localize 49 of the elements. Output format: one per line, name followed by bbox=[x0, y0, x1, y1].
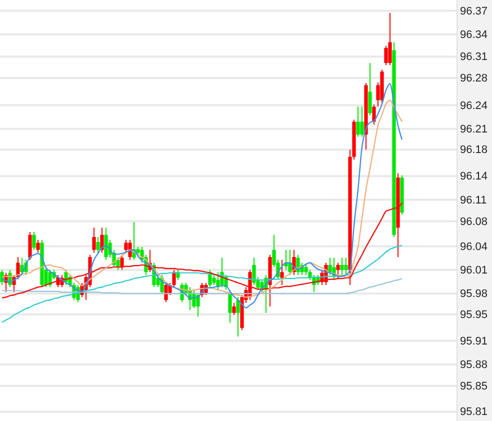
candlestick bbox=[288, 249, 292, 276]
candlestick bbox=[368, 62, 372, 116]
candlestick bbox=[28, 231, 32, 260]
y-tick-label: 95.95 bbox=[460, 308, 488, 321]
candlestick bbox=[280, 259, 284, 286]
candlestick bbox=[48, 269, 52, 288]
candlestick bbox=[212, 274, 216, 286]
candlestick bbox=[20, 257, 24, 276]
y-tick-label: 95.98 bbox=[460, 288, 488, 300]
line-series bbox=[1, 244, 403, 323]
candlestick bbox=[252, 257, 256, 286]
y-tick-label: 96.21 bbox=[460, 123, 488, 136]
candlestick bbox=[328, 257, 332, 276]
candlestick bbox=[96, 236, 100, 254]
y-tick-label: 95.88 bbox=[460, 358, 488, 371]
candlestick bbox=[196, 292, 200, 317]
y-tick-label: 96.37 bbox=[460, 5, 488, 18]
candlestick bbox=[344, 257, 348, 276]
y-tick-label: 96.11 bbox=[460, 194, 487, 206]
y-tick-label: 96.28 bbox=[460, 72, 488, 85]
candlestick bbox=[340, 257, 344, 276]
candlestick bbox=[92, 227, 96, 254]
candlestick bbox=[32, 231, 36, 250]
y-tick-label: 95.91 bbox=[460, 335, 488, 348]
candlestick bbox=[36, 239, 40, 254]
y-tick-label: 96.31 bbox=[460, 51, 488, 64]
candlestick bbox=[128, 239, 132, 260]
y-tick-label: 96.14 bbox=[460, 170, 488, 183]
candlestick bbox=[120, 254, 124, 270]
y-tick-label: 96.24 bbox=[460, 100, 488, 112]
candlestick bbox=[164, 282, 168, 303]
y-tick-label: 96.01 bbox=[460, 264, 488, 276]
candlestick bbox=[124, 239, 128, 254]
candlestick bbox=[236, 296, 240, 338]
candlestick bbox=[356, 106, 360, 138]
candlestick bbox=[104, 227, 108, 260]
candlestick bbox=[360, 106, 364, 138]
y-tick-label: 96.08 bbox=[460, 216, 488, 228]
candlestick bbox=[388, 12, 392, 66]
candlestick bbox=[232, 302, 236, 316]
candlestick bbox=[372, 104, 376, 126]
y-tick-label: 96.18 bbox=[460, 144, 488, 156]
y-tick-label: 96.04 bbox=[460, 240, 488, 253]
candlestick bbox=[384, 45, 388, 66]
y-tick-label: 95.85 bbox=[460, 380, 488, 392]
y-tick-label: 96.34 bbox=[460, 28, 488, 41]
candlestick bbox=[228, 289, 232, 324]
candlestick bbox=[336, 262, 340, 280]
y-tick-label: 95.81 bbox=[460, 406, 488, 418]
